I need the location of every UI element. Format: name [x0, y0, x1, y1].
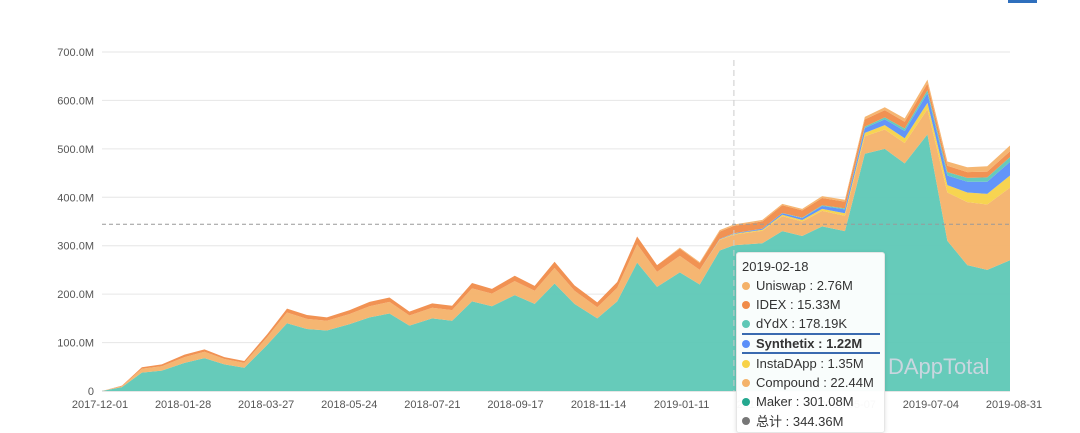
tooltip-date: 2019-02-18 [742, 259, 809, 274]
series-dot-icon [742, 319, 750, 328]
tooltip-row: 总计 : 344.36M [742, 411, 880, 430]
watermark-text: DAppTotal [888, 354, 990, 379]
tooltip-row-text: InstaDApp : 1.35M [756, 356, 864, 371]
tooltip-row: IDEX : 15.33M [742, 295, 880, 314]
menu-indicator-bar[interactable] [1008, 0, 1037, 3]
y-tick-label: 600.0M [57, 95, 94, 107]
x-tick-label: 2017-12-01 [72, 399, 128, 411]
tooltip-row: InstaDApp : 1.35M [742, 354, 880, 373]
y-tick-label: 200.0M [57, 289, 94, 301]
y-tick-label: 0 [88, 386, 94, 398]
series-dot-icon [742, 416, 750, 425]
y-tick-label: 300.0M [57, 241, 94, 253]
x-tick-label: 2019-08-31 [986, 399, 1042, 411]
y-tick-label: 400.0M [57, 192, 94, 204]
y-tick-label: 100.0M [57, 338, 94, 350]
tooltip-row-text: Synthetix : 1.22M [756, 336, 863, 351]
y-tick-label: 500.0M [57, 144, 94, 156]
tooltip-row: Compound : 22.44M [742, 373, 880, 392]
tooltip-row-text: Compound : 22.44M [756, 375, 874, 390]
tooltip-row-text: IDEX : 15.33M [756, 297, 841, 312]
tooltip-row-text: dYdX : 178.19K [756, 316, 848, 331]
series-dot-icon [742, 397, 750, 406]
tooltip-row-text: Uniswap : 2.76M [756, 278, 853, 293]
series-dot-icon [742, 281, 750, 290]
series-dot-icon [742, 359, 750, 368]
x-tick-label: 2019-07-04 [903, 399, 959, 411]
tooltip-row: dYdX : 178.19K [742, 314, 880, 333]
x-tick-label: 2018-09-17 [487, 399, 543, 411]
x-tick-label: 2019-01-11 [654, 399, 709, 411]
series-dot-icon [742, 300, 750, 309]
series-dot-icon [742, 378, 750, 387]
series-dot-icon [742, 339, 750, 348]
y-tick-label: 700.0M [57, 47, 94, 59]
tooltip-row: Uniswap : 2.76M [742, 276, 880, 295]
x-tick-label: 2018-11-14 [571, 399, 626, 411]
tooltip-row: Maker : 301.08M [742, 392, 880, 411]
tooltip-rows: Uniswap : 2.76M IDEX : 15.33M dYdX : 178.1… [742, 276, 880, 430]
tooltip-row-text: Maker : 301.08M [756, 394, 854, 409]
x-tick-label: 2018-01-28 [155, 399, 211, 411]
x-tick-label: 2018-05-24 [321, 399, 377, 411]
tooltip-row-text: 总计 : 344.36M [756, 414, 844, 429]
x-tick-label: 2018-07-21 [404, 399, 460, 411]
area-series-compound [102, 109, 1010, 391]
chart-tooltip: 2019-02-18 Uniswap : 2.76M IDEX : 15.33M d… [736, 252, 885, 433]
x-tick-label: 2018-03-27 [238, 399, 294, 411]
tooltip-row: Synthetix : 1.22M [742, 333, 880, 354]
